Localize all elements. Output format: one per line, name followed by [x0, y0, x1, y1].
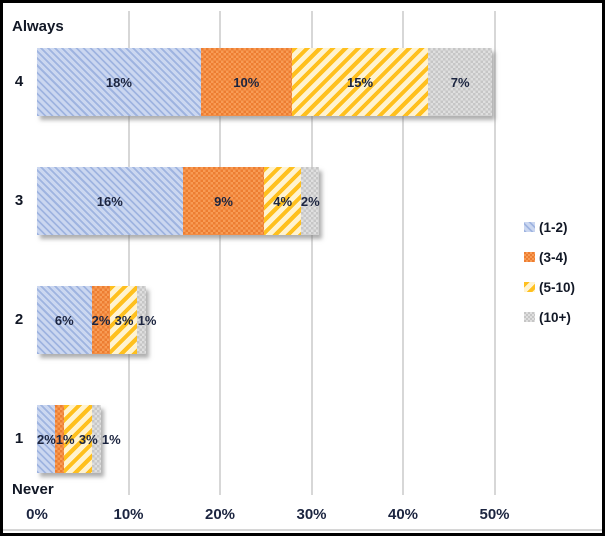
chart-legend: (1-2) (3-4) (5-10) (10+) — [524, 212, 575, 332]
category-label: 3 — [14, 192, 24, 209]
data-label: 7% — [450, 74, 470, 90]
bar-segment — [37, 286, 92, 354]
legend-swatch-icon — [524, 312, 535, 322]
data-label: 1% — [137, 312, 157, 328]
legend-swatch-icon — [524, 222, 535, 232]
data-label: 4% — [273, 193, 293, 209]
legend-label: (10+) — [539, 309, 571, 325]
gridline — [493, 11, 496, 495]
x-axis-tick-label: 30% — [296, 506, 327, 523]
bar-segment — [291, 48, 429, 116]
data-label: 15% — [347, 74, 374, 90]
category-axis-top-label: Always — [12, 18, 64, 35]
bar-row: 18% 10% 15% 7% — [37, 48, 492, 116]
legend-item: (5-10) — [524, 272, 575, 302]
data-label: 1% — [55, 431, 75, 447]
category-label: 2 — [14, 311, 24, 328]
bar-segment — [91, 286, 110, 354]
bar-segment — [428, 48, 492, 116]
legend-swatch-icon — [524, 282, 535, 292]
category-axis-bottom-label: Never — [12, 481, 54, 498]
bar-row: 16% 9% 4% 2% — [37, 167, 320, 235]
data-label: 18% — [105, 74, 132, 90]
data-label: 16% — [96, 193, 123, 209]
bar-segment — [64, 405, 92, 473]
data-label: 1% — [101, 431, 121, 447]
gridline — [310, 11, 313, 495]
bar-segment — [137, 286, 147, 354]
data-label: 2% — [37, 431, 56, 447]
data-label: 2% — [91, 312, 111, 328]
bar-segment — [91, 405, 101, 473]
category-label: 1 — [14, 430, 24, 447]
bar-row: 2% 1% 3% 1% — [37, 405, 121, 473]
x-axis-tick-label: 50% — [479, 506, 510, 523]
data-label: 6% — [54, 312, 74, 328]
bar-row: 6% 2% 3% 1% — [37, 286, 156, 354]
data-label: 3% — [114, 312, 134, 328]
data-label: 2% — [300, 193, 320, 209]
gridline — [219, 11, 221, 495]
data-label: 3% — [78, 431, 98, 447]
legend-label: (5-10) — [539, 279, 576, 295]
gridline — [402, 11, 404, 495]
legend-label: (1-2) — [539, 219, 568, 235]
bar-segment — [182, 167, 265, 235]
x-axis-tick-label: 10% — [113, 506, 144, 523]
legend-label: (3-4) — [539, 249, 568, 265]
gridline — [127, 11, 130, 495]
legend-swatch-icon — [524, 252, 535, 262]
category-label: 4 — [14, 73, 24, 90]
bar-segment — [37, 48, 201, 116]
bar-segment — [109, 286, 138, 354]
bar-segment — [264, 167, 301, 235]
bar-segment — [200, 48, 292, 116]
bar-segment — [37, 405, 56, 473]
bar-segment — [55, 405, 65, 473]
legend-item: (1-2) — [524, 212, 575, 242]
bar-segment — [37, 167, 183, 235]
legend-item: (10+) — [524, 302, 575, 332]
x-axis-tick-label: 20% — [204, 506, 236, 523]
legend-item: (3-4) — [524, 242, 575, 272]
data-label: 10% — [233, 74, 260, 90]
bar-segment — [300, 167, 320, 235]
x-axis-tick-label: 40% — [387, 506, 419, 523]
chart-frame-bottom-line — [3, 529, 602, 531]
data-label: 9% — [214, 193, 233, 209]
x-axis-tick-label: 0% — [26, 506, 48, 523]
